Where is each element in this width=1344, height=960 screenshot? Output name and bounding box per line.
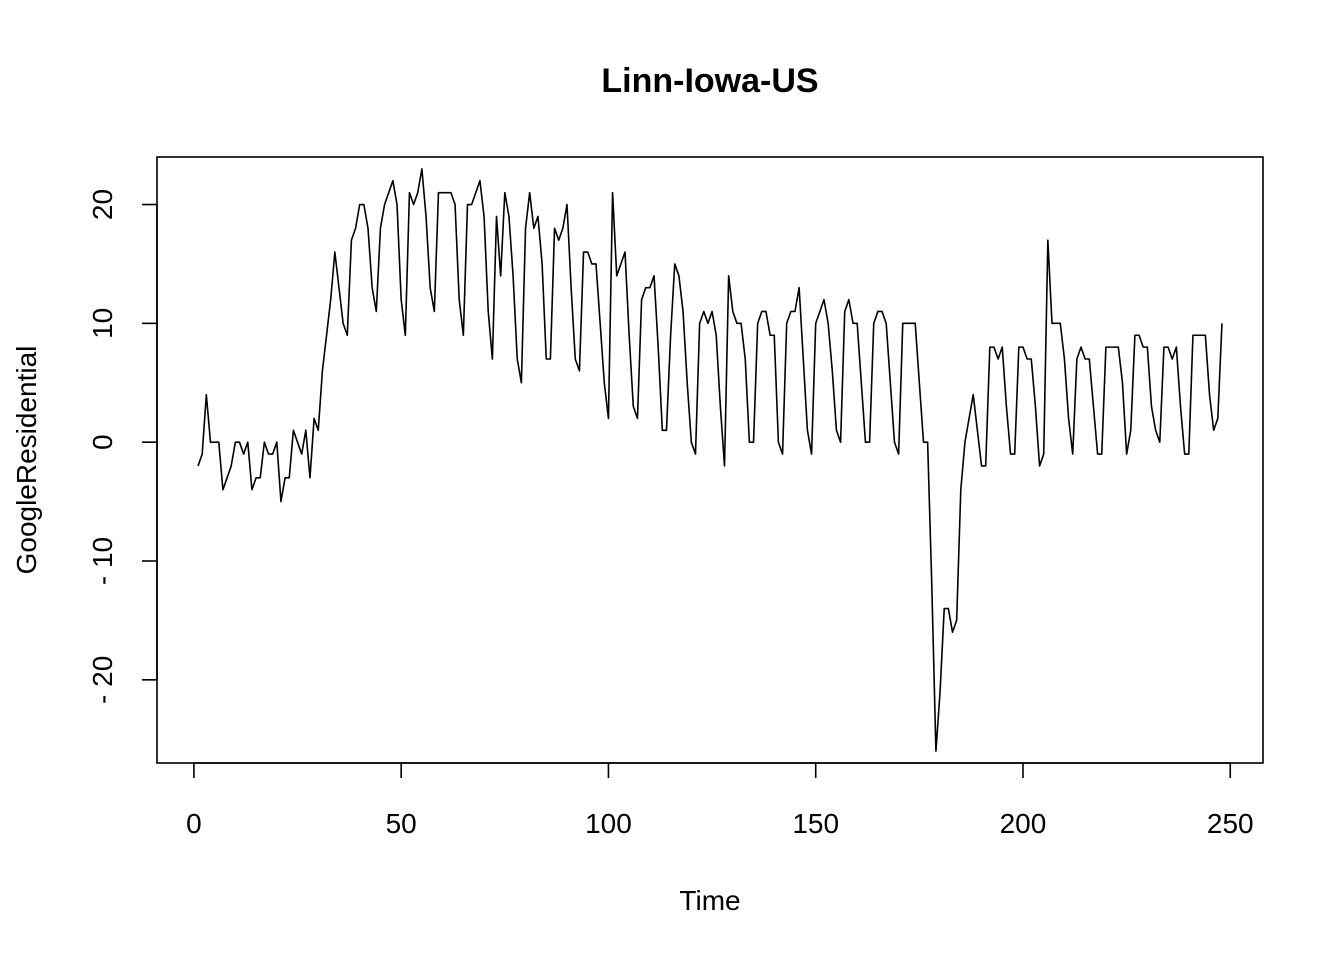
- y-tick-label-0: 0: [87, 434, 118, 450]
- x-tick-label-50: 50: [386, 808, 417, 839]
- series-line-google-residential: [197, 168, 1223, 752]
- y-tick-label-10: 10: [87, 308, 118, 339]
- x-tick-label-0: 0: [186, 808, 202, 839]
- y-axis-label: GoogleResidential: [11, 346, 42, 575]
- y-axis: - 20 - 10 0 10 20: [87, 189, 158, 704]
- x-axis: 0 50 100 150 200 250: [186, 762, 1254, 839]
- x-tick-label-200: 200: [1000, 808, 1047, 839]
- y-tick-label--10: - 10: [87, 537, 118, 585]
- y-tick-label--20: - 20: [87, 656, 118, 704]
- y-tick-label-20: 20: [87, 189, 118, 220]
- chart-title: Linn-Iowa-US: [601, 62, 818, 100]
- x-tick-label-150: 150: [792, 808, 839, 839]
- x-tick-label-100: 100: [585, 808, 632, 839]
- plot-frame: [156, 156, 1264, 764]
- x-axis-label: Time: [679, 885, 740, 916]
- x-tick-label-250: 250: [1207, 808, 1254, 839]
